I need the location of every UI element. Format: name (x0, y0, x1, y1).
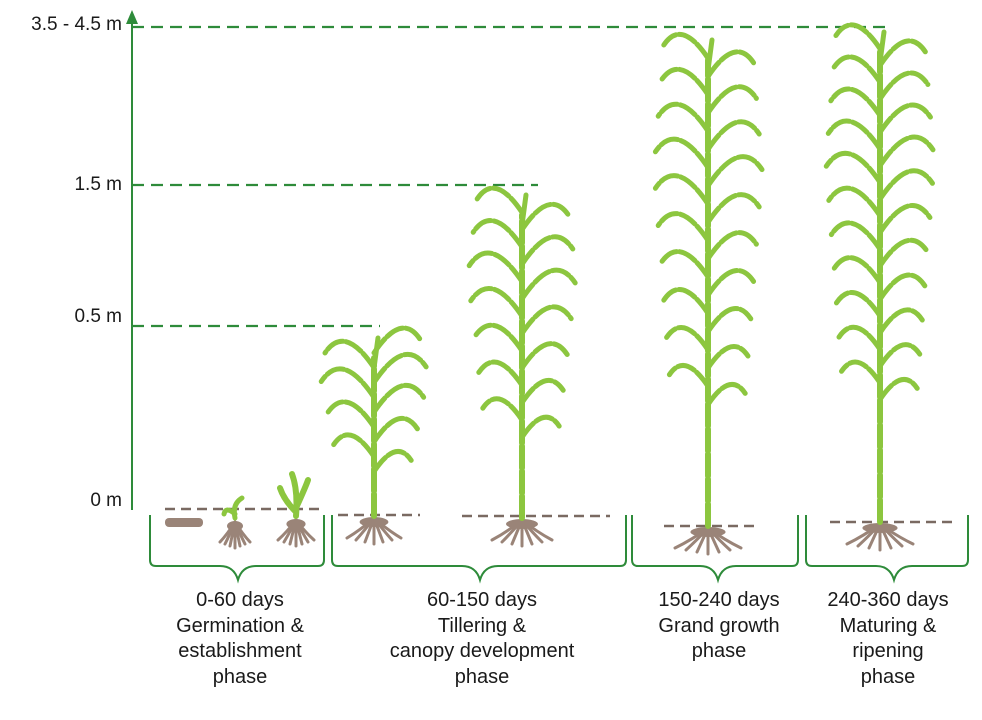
stage-days: 60-150 days (426, 589, 538, 611)
y-tick-label-max: 3.5 - 4.5 m (31, 14, 122, 35)
stage-days: 0-60 days (196, 589, 284, 611)
plant-tillering-large (466, 185, 578, 521)
stage-days: 240-360 days (827, 589, 949, 611)
plant-grand-growth (652, 31, 765, 529)
y-tick-label-0-5m: 0.5 m (74, 306, 122, 327)
stage-grand-growth: 150-240 days Grand growth phase (630, 588, 808, 665)
plant-roots-3 (490, 518, 554, 548)
height-axis-arrow (126, 10, 138, 24)
plant-roots-2 (345, 516, 403, 546)
stage-name-line: Germination & (176, 614, 304, 637)
plants (165, 22, 936, 556)
plant-roots-5 (845, 522, 915, 552)
y-tick-label-0m: 0 m (90, 490, 122, 511)
plant-maturing (823, 22, 936, 525)
y-tick-label-1-5m: 1.5 m (74, 174, 122, 195)
plant-roots-4 (673, 526, 743, 556)
seedling-roots-2 (276, 518, 316, 548)
stage-name-line: canopy development (389, 640, 575, 662)
stage-maturing: 240-360 days Maturing & ripening phase (800, 588, 976, 690)
seedling-roots-1 (218, 520, 252, 550)
bracket-maturing (805, 515, 969, 584)
stage-name-line: Tillering & (437, 614, 527, 637)
seedling-2 (277, 471, 311, 519)
plant-tillering-small (318, 325, 429, 519)
stage-tillering: 60-150 days Tillering & canopy developme… (362, 588, 602, 690)
bracket-germination (149, 515, 325, 584)
stage-name-line: phase (691, 640, 747, 662)
stage-name-line: Maturing & (839, 614, 937, 637)
seed-cane (165, 518, 203, 527)
stage-name-line: Grand growth (658, 614, 780, 637)
bracket-grand-growth (631, 515, 799, 584)
stage-name-line: phase (454, 665, 510, 688)
ground-line (165, 507, 958, 528)
stage-days: 150-240 days (658, 589, 780, 611)
bracket-tillering (331, 515, 627, 584)
seedling-1 (221, 495, 245, 521)
stage-brackets (149, 515, 969, 584)
stage-name-line: establishment (178, 640, 302, 662)
stage-name-line: phase (860, 665, 916, 688)
stage-germination: 0-60 days Germination & establishment ph… (150, 588, 330, 690)
stage-name-line: ripening (852, 640, 924, 662)
stage-name-line: phase (212, 665, 268, 688)
